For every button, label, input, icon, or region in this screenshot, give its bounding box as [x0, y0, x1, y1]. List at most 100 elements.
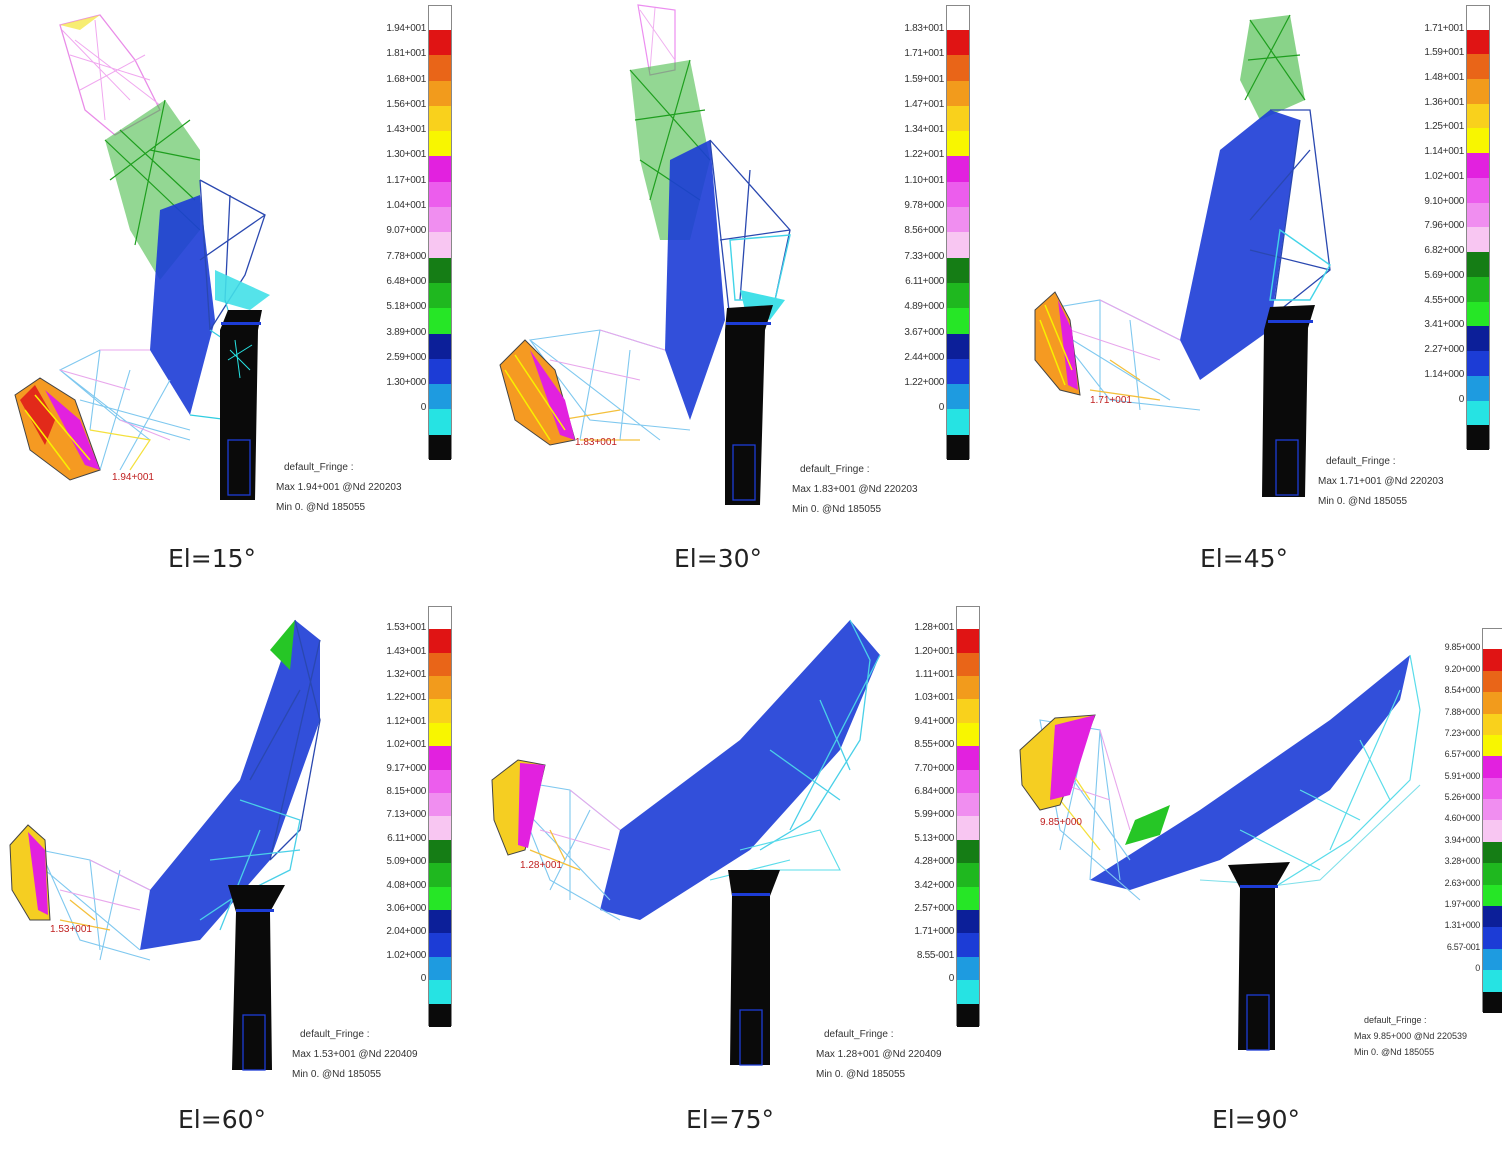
scale-tick-label: 4.60+000	[1444, 813, 1481, 824]
truss-structure: 1.53+001	[9, 619, 321, 1071]
scale-tick-label: 0	[1475, 963, 1480, 974]
scale-band	[1467, 202, 1489, 228]
scale-tick-label: 1.22+001	[904, 149, 944, 161]
scale-band	[429, 6, 451, 31]
color-scale-bar	[956, 606, 980, 1027]
scale-tick-label: 1.20+001	[914, 645, 954, 657]
scale-tick-label: 9.10+000	[1424, 195, 1464, 207]
scale-band	[429, 232, 451, 258]
fringe-legend: default_Fringe : Max 1.94+001 @Nd 220203…	[276, 458, 402, 518]
legend-min: Min 0. @Nd 185055	[816, 1069, 906, 1080]
scale-tick-label: 9.17+000	[386, 762, 426, 774]
scale-tick-label: 3.67+000	[904, 326, 944, 338]
scale-band	[957, 722, 979, 747]
color-scale-bar	[428, 606, 452, 1027]
scale-band	[1467, 400, 1489, 426]
fringe-legend: default_Fringe : Max 9.85+000 @Nd 220539…	[1354, 1012, 1467, 1060]
scale-tick-label: 6.57+000	[1444, 749, 1481, 760]
scale-tick-label: 9.41+000	[914, 715, 954, 727]
scale-band	[429, 207, 451, 233]
scale-band	[1467, 177, 1489, 203]
scale-band	[429, 156, 451, 182]
scale-tick-label: 2.04+000	[386, 926, 426, 938]
scale-tick-label: 7.23+000	[1444, 727, 1481, 738]
scale-band	[957, 676, 979, 700]
scale-band	[1467, 54, 1489, 79]
scale-tick-label: 1.12+001	[386, 715, 426, 727]
scale-tick-label: 1.25+001	[1424, 121, 1464, 133]
scale-tick-label: 1.94+001	[386, 23, 426, 35]
scale-band	[429, 181, 451, 208]
scale-band	[1483, 734, 1502, 757]
scale-band	[947, 55, 969, 81]
scale-tick-label: 1.02+001	[386, 739, 426, 751]
scale-tick-label: 1.68+001	[386, 73, 426, 85]
truss-structure: 9.85+000	[1019, 654, 1421, 1051]
scale-tick-label: 3.89+000	[386, 326, 426, 338]
scale-tick-label: 1.81+001	[386, 48, 426, 60]
fringe-legend: default_Fringe : Max 1.71+001 @Nd 220203…	[1318, 452, 1444, 512]
scale-tick-label: 7.13+000	[386, 809, 426, 821]
scale-band	[957, 652, 979, 677]
scale-tick-label: 1.53+001	[386, 622, 426, 634]
scale-tick-label: 1.17+001	[386, 174, 426, 186]
scale-tick-label: 2.63+000	[1444, 877, 1481, 888]
color-scale-bar	[946, 5, 970, 460]
scale-band	[957, 863, 979, 887]
legend-title: default_Fringe :	[1364, 1015, 1427, 1025]
panel-el30: 1.83+001 1.83+001 1.71+001 1.59+001 1.47+00…	[490, 0, 990, 573]
scale-band	[947, 6, 969, 31]
scale-band	[957, 769, 979, 793]
scale-band	[947, 131, 969, 157]
legend-max: Max 1.83+001 @Nd 220203	[792, 484, 918, 495]
scale-tick-label: 6.82+000	[1424, 245, 1464, 257]
scale-tick-label: 6.48+000	[386, 275, 426, 287]
scale-tick-label: 5.99+000	[914, 809, 954, 821]
color-scale-bar	[1466, 5, 1490, 450]
scale-band	[429, 105, 451, 132]
scale-tick-label: 1.14+001	[1424, 146, 1464, 158]
scale-tick-label: 7.33+000	[904, 250, 944, 262]
scale-band	[1483, 756, 1502, 778]
scale-tick-label: 4.28+000	[914, 856, 954, 868]
elevation-caption: El=60°	[178, 1105, 267, 1134]
scale-band	[957, 956, 979, 981]
scale-tick-label: 4.89+000	[904, 301, 944, 313]
scale-band	[429, 746, 451, 770]
scale-band	[429, 910, 451, 934]
scale-band	[1467, 351, 1489, 376]
scale-band	[957, 839, 979, 864]
scale-band	[957, 746, 979, 770]
scale-band	[1483, 970, 1502, 992]
scale-band	[429, 933, 451, 957]
scale-tick-label: 1.02+001	[1424, 170, 1464, 182]
elevation-caption: El=45°	[1200, 544, 1289, 573]
legend-title: default_Fringe :	[1326, 456, 1396, 467]
elevation-caption: El=30°	[674, 544, 763, 573]
scale-tick-label: 1.02+000	[386, 949, 426, 961]
scale-band	[429, 434, 451, 460]
scale-band	[1467, 128, 1489, 154]
scale-band	[947, 358, 969, 385]
scale-band	[1483, 884, 1502, 907]
scale-band	[429, 607, 451, 630]
scale-band	[957, 910, 979, 934]
scale-tick-label: 5.09+000	[386, 856, 426, 868]
scale-tick-label: 8.15+000	[386, 786, 426, 798]
scale-tick-label: 1.83+001	[904, 23, 944, 35]
scale-band	[1467, 29, 1489, 55]
max-annotation: 1.71+001	[1090, 395, 1132, 406]
scale-tick-label: 1.34+001	[904, 124, 944, 136]
scale-band	[1483, 906, 1502, 928]
scale-tick-label: 3.94+000	[1444, 834, 1481, 845]
scale-tick-label: 1.43+001	[386, 124, 426, 136]
scale-tick-label: 7.96+000	[1424, 220, 1464, 232]
color-scale-bar	[428, 5, 452, 460]
scale-tick-label: 1.59+001	[904, 73, 944, 85]
scale-band	[957, 980, 979, 1004]
panel-el60: 1.53+001 1.53+001 1.43+001 1.32+001 1.22+00…	[0, 600, 500, 1165]
scale-tick-label: 0	[420, 973, 427, 985]
scale-tick-label: 8.56+000	[904, 225, 944, 237]
scale-band	[957, 816, 979, 840]
legend-min: Min 0. @Nd 185055	[1318, 496, 1408, 507]
